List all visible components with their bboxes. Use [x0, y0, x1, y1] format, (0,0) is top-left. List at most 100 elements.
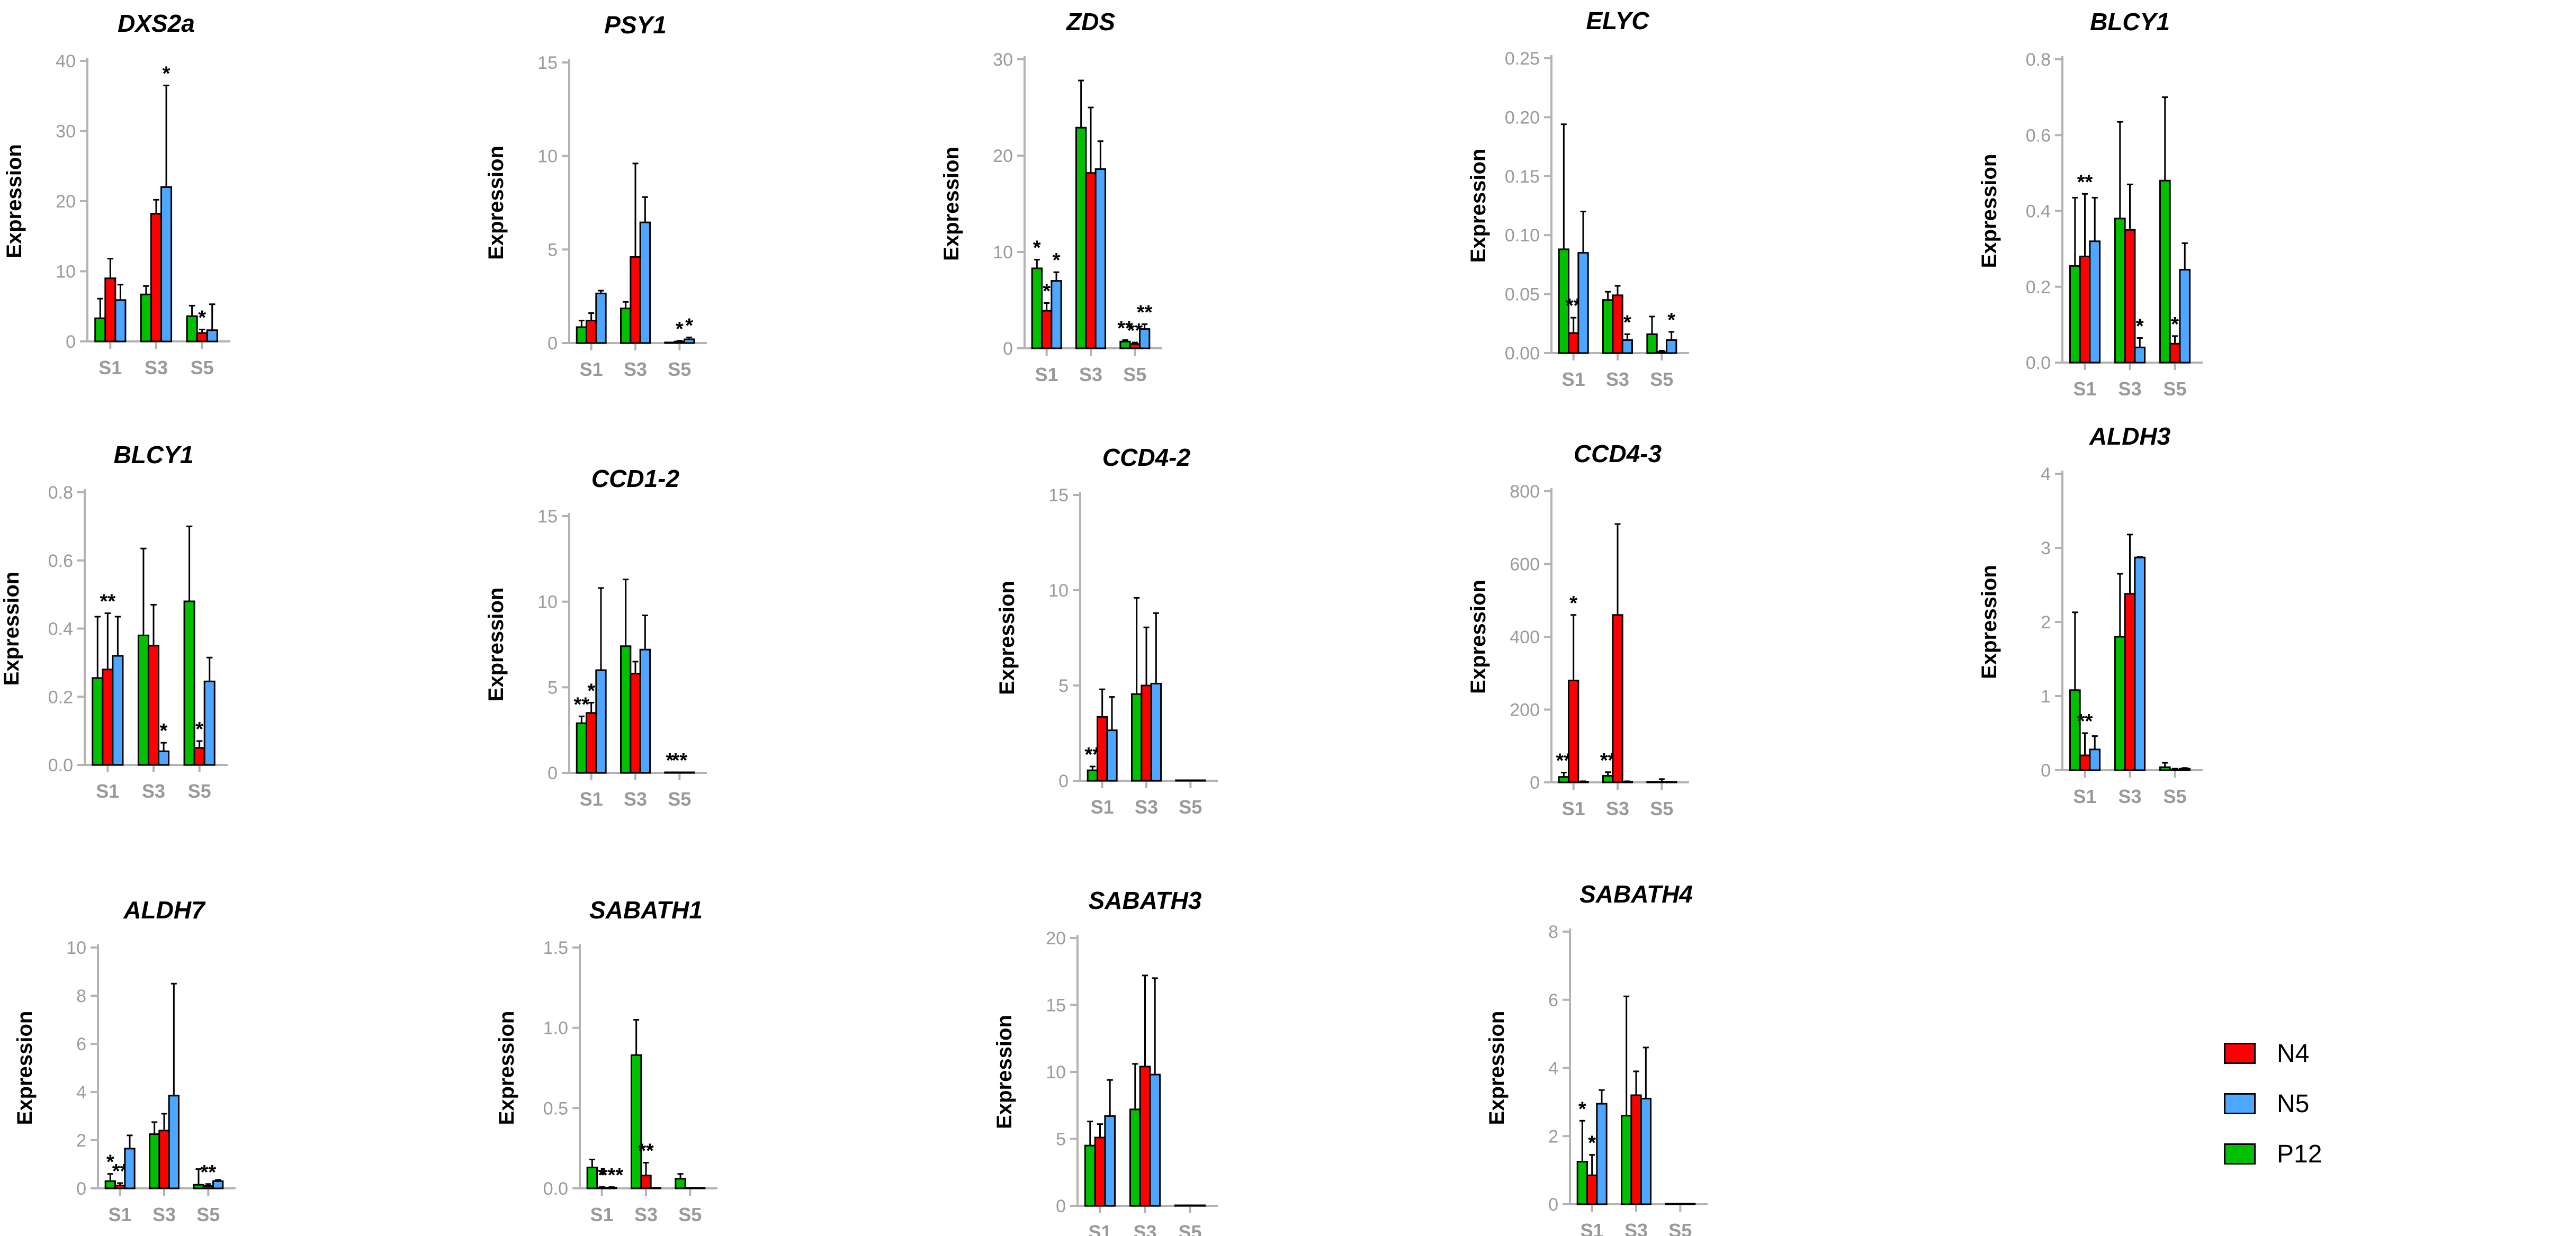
chart-2-significance-p12-s1: * — [1033, 237, 1041, 259]
chart-3-x-tick-label-0: S1 — [1562, 368, 1585, 390]
chart-6-bar-n5-s3 — [639, 648, 651, 774]
chart-6-significance-p12-s5: * — [666, 750, 674, 772]
chart-0-bar-n4-s3 — [150, 213, 163, 342]
legend-item-n5: N5 — [2224, 1088, 2309, 1120]
chart-5-bar-p12-s1 — [92, 677, 104, 766]
chart-5-y-tick-label-2: 0.4 — [48, 619, 73, 639]
chart-2-bar-n5-s5 — [1139, 328, 1151, 349]
chart-11-y-tick-label-3: 1.5 — [543, 938, 568, 958]
chart-7-bar-n4-s1 — [1097, 716, 1108, 782]
chart-10-y-tick-label-1: 2 — [76, 1131, 86, 1151]
chart-11-x-tick-label-1: S3 — [634, 1204, 658, 1225]
chart-0-y-tick-label-2: 20 — [56, 192, 76, 212]
chart-12-bar-p12-s1 — [1084, 1144, 1096, 1207]
chart-5-bar-p12-s3 — [137, 634, 149, 766]
chart-5-bar-n4-s1 — [102, 669, 114, 766]
chart-10-bar-n4-s3 — [158, 1130, 170, 1189]
legend-swatch-p12 — [2224, 1143, 2256, 1165]
chart-9-x-tick-label-1: S3 — [2118, 786, 2141, 807]
chart-2-bar-n5-s1 — [1051, 280, 1062, 349]
chart-2-significance-p12-s5: ** — [1117, 318, 1133, 340]
chart-0-bar-n5-s3 — [160, 186, 173, 342]
chart-5-x-tick-label-1: S3 — [142, 780, 165, 802]
chart-7-bar-p12-s3 — [1131, 693, 1143, 782]
chart-12-bar-n5-s5 — [1194, 1204, 1206, 1207]
chart-12-y-tick-label-3: 15 — [1046, 996, 1066, 1016]
chart-5-x-tick-label-2: S5 — [188, 780, 211, 802]
chart-5-y-axis-label: Expression — [0, 572, 23, 686]
chart-8-bar-n4-s3 — [1612, 614, 1623, 783]
chart-11-significance-n5-s1: *** — [600, 1165, 624, 1187]
chart-6-significance-n4-s1: * — [587, 680, 595, 702]
chart-0-x-tick-label-0: S1 — [98, 357, 122, 378]
chart-5-y-tick-label-4: 0.8 — [48, 483, 73, 503]
chart-3-x-tick-label-2: S5 — [1650, 368, 1673, 390]
chart-5-significance-n4-s5: * — [195, 718, 203, 741]
chart-8-y-tick-label-1: 200 — [1510, 700, 1540, 720]
chart-5-title: BLCY1 — [114, 441, 194, 468]
chart-0-bar-p12-s3 — [140, 293, 152, 342]
chart-4-significance-n5-s3: * — [2136, 315, 2144, 337]
chart-2-bar-p12-s1 — [1031, 267, 1043, 349]
chart-1-x-tick-label-1: S3 — [624, 358, 647, 380]
chart-6-significance-p12-s1: ** — [574, 693, 590, 716]
chart-6-y-tick-label-0: 0 — [547, 763, 558, 783]
chart-9-bar-p12-s5 — [2159, 766, 2171, 771]
chart-2-bar-n4-s5 — [1129, 343, 1141, 349]
chart-3-bar-n4-s1 — [1568, 332, 1579, 354]
chart-11-significance-n4-s1: * — [598, 1165, 606, 1187]
chart-1-bar-n4-s1 — [586, 320, 597, 344]
chart-3-y-tick-label-5: 0.25 — [1505, 49, 1540, 69]
chart-1-y-tick-label-2: 10 — [537, 147, 558, 167]
chart-4-bar-n5-s3 — [2134, 346, 2146, 364]
chart-10-bar-n5-s1 — [124, 1148, 136, 1189]
chart-4-y-tick-label-0: 0.0 — [2026, 353, 2051, 373]
chart-6-y-tick-label-3: 15 — [537, 507, 558, 527]
chart-12-bar-n4-s1 — [1094, 1136, 1106, 1207]
chart-13-bar-p12-s3 — [1621, 1115, 1632, 1205]
chart-9-y-tick-label-3: 3 — [2041, 538, 2051, 558]
chart-9-y-tick-label-1: 1 — [2041, 687, 2051, 707]
chart-8-y-tick-label-0: 0 — [1530, 773, 1540, 793]
chart-11-bar-p12-s3 — [631, 1054, 642, 1189]
chart-5-significance-n5-s3: * — [160, 720, 168, 742]
chart-6-y-tick-label-2: 10 — [537, 592, 558, 612]
chart-8-x-tick-label-2: S5 — [1650, 798, 1673, 819]
chart-12-bar-n5-s1 — [1104, 1115, 1116, 1207]
chart-12-y-tick-label-1: 5 — [1056, 1130, 1066, 1150]
chart-8-y-axis-label: Expression — [1467, 580, 1490, 694]
chart-13-significance-p12-s1: * — [1578, 1098, 1586, 1120]
legend-item-p12: P12 — [2224, 1138, 2322, 1170]
chart-1-bar-n4-s5 — [674, 340, 685, 344]
chart-9-bar-n4-s1 — [2079, 754, 2091, 771]
chart-8-bar-n4-s1 — [1568, 680, 1579, 783]
chart-13-bar-n4-s1 — [1586, 1174, 1598, 1205]
chart-4-bar-n4-s1 — [2079, 255, 2091, 364]
chart-0-x-tick-label-2: S5 — [191, 357, 214, 378]
chart-12-title: SABATH3 — [1089, 887, 1202, 914]
chart-10-x-tick-label-0: S1 — [109, 1204, 132, 1225]
chart-12-y-axis-label: Expression — [993, 1015, 1016, 1129]
chart-10-y-tick-label-4: 8 — [76, 986, 86, 1006]
chart-9-bar-n4-s3 — [2124, 593, 2136, 771]
chart-7-bar-n4-s5 — [1184, 779, 1197, 782]
chart-1-bar-n5-s5 — [684, 338, 695, 344]
chart-0-y-axis-label: Expression — [3, 144, 26, 258]
chart-10-y-tick-label-2: 4 — [76, 1082, 86, 1103]
chart-2-significance-n4-s1: * — [1043, 280, 1051, 302]
chart-1-bar-p12-s1 — [576, 326, 587, 344]
chart-11-title: SABATH1 — [589, 896, 703, 924]
chart-0-y-tick-label-1: 10 — [56, 262, 76, 282]
chart-1-bar-p12-s5 — [664, 341, 676, 344]
chart-3-x-tick-label-1: S3 — [1606, 368, 1629, 390]
chart-5-bar-p12-s5 — [183, 600, 195, 766]
chart-12-bar-p12-s5 — [1174, 1204, 1186, 1207]
chart-13-x-tick-label-1: S3 — [1624, 1220, 1648, 1236]
chart-4-significance-n4-s1: ** — [2077, 171, 2093, 193]
chart-11-y-tick-label-2: 1.0 — [543, 1018, 568, 1039]
chart-4-y-tick-label-2: 0.4 — [2026, 202, 2051, 222]
chart-6-x-tick-label-0: S1 — [580, 788, 603, 810]
chart-2-y-tick-label-1: 10 — [993, 242, 1013, 263]
chart-4-bar-n5-s1 — [2089, 240, 2101, 364]
